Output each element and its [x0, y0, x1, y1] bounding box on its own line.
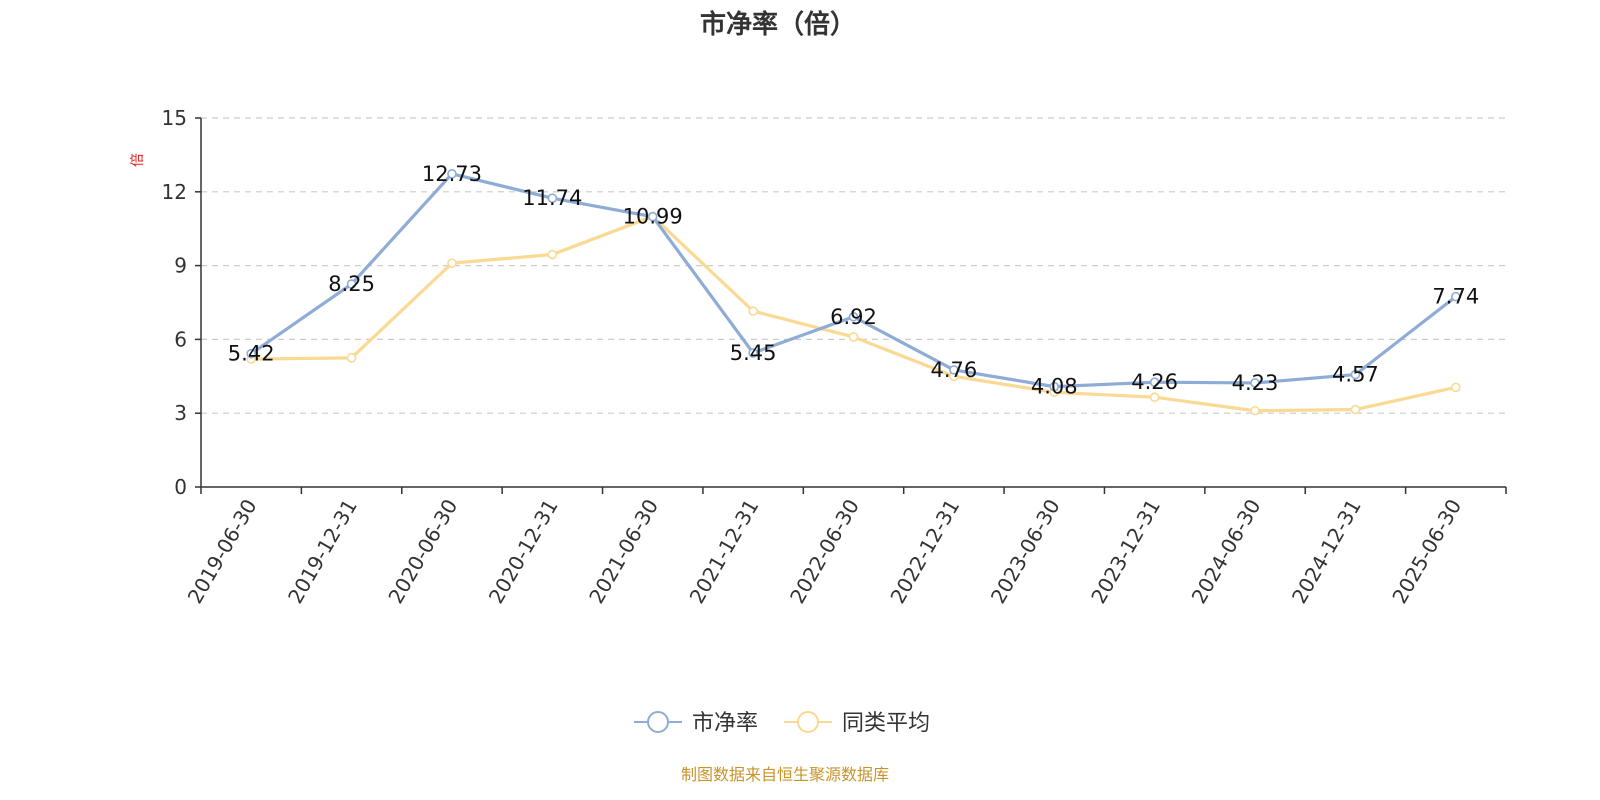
data-point: [447, 258, 457, 268]
chart-title: 市净率（倍）: [700, 9, 856, 40]
data-point: [1049, 381, 1060, 392]
data-label: 8.25: [328, 272, 375, 296]
data-point: [1149, 392, 1160, 403]
x-tick-label: 2021-06-30: [584, 495, 663, 608]
data-label: 4.76: [931, 358, 978, 382]
data-point: [1350, 404, 1361, 415]
data-point: [547, 249, 558, 260]
axes: 0 3 6 9 12 15 2019-06-30 2019-12-31 2020-06-30 20…: [162, 106, 1507, 608]
x-tick-label: 2020-12-31: [484, 495, 563, 608]
x-tick-label: 2020-06-30: [383, 495, 462, 608]
y-tick-label: 15: [162, 106, 187, 130]
x-tick-label: 2022-12-31: [885, 495, 964, 608]
data-label: 7.74: [1432, 285, 1479, 309]
legend-item-1[interactable]: 同类平均: [784, 711, 930, 736]
y-tick-label: 6: [174, 327, 187, 351]
data-point: [949, 365, 959, 375]
data-label: 4.23: [1232, 371, 1279, 395]
data-label: 11.74: [522, 186, 582, 210]
x-tick-label: 2019-06-30: [183, 495, 262, 608]
data-label: 4.57: [1332, 363, 1379, 387]
legend[interactable]: 市净率 同类平均: [634, 711, 930, 736]
y-tick-label: 3: [174, 401, 187, 425]
data-point: [748, 348, 758, 358]
data-label: 6.92: [830, 305, 877, 329]
series-lines: [246, 169, 1461, 416]
data-point: [748, 306, 758, 316]
data-label: 10.99: [623, 205, 683, 229]
x-tick-label: 2025-06-30: [1387, 495, 1466, 608]
data-source-note: 制图数据来自恒生聚源数据库: [681, 765, 889, 784]
data-point: [848, 311, 859, 322]
legend-marker-icon: [797, 711, 819, 733]
legend-item-0[interactable]: 市净率: [634, 711, 758, 736]
x-tick-label: 2024-12-31: [1287, 495, 1366, 608]
data-point: [1149, 377, 1160, 388]
y-tick-label: 0: [174, 475, 187, 499]
data-label: 5.45: [730, 341, 777, 365]
x-tick-label: 2022-06-30: [785, 495, 864, 608]
data-point: [647, 211, 658, 222]
x-tick-label: 2021-12-31: [685, 495, 764, 608]
data-point: [447, 169, 457, 179]
legend-label: 市净率: [692, 711, 758, 736]
data-label: 4.08: [1031, 375, 1078, 399]
x-tick-label: 2019-12-31: [283, 495, 362, 608]
x-tick-label: 2023-06-30: [986, 495, 1065, 608]
data-point: [547, 193, 558, 203]
data-labels: 5.42 8.25 12.73 11.74 10.99 5.45 6.92 4.76 4.08 4…: [228, 162, 1479, 399]
y-tick-label: 9: [174, 254, 187, 278]
data-label: 5.42: [228, 342, 275, 366]
x-tick-label: 2024-06-30: [1187, 495, 1266, 608]
data-point: [1451, 382, 1461, 393]
data-point: [346, 353, 357, 363]
data-point: [1451, 291, 1461, 302]
data-point: [1250, 378, 1260, 388]
legend-label: 同类平均: [842, 711, 930, 736]
y-axis-label: 倍: [130, 153, 146, 167]
data-point: [1250, 405, 1260, 416]
data-point: [246, 348, 256, 359]
data-point: [1350, 369, 1361, 380]
data-label: 12.73: [422, 162, 482, 186]
data-point: [346, 279, 357, 289]
y-tick-label: 12: [162, 180, 187, 204]
data-point: [848, 332, 859, 342]
grid-lines: [201, 117, 1506, 414]
legend-marker-icon: [647, 711, 669, 733]
data-label: 4.26: [1131, 370, 1178, 394]
x-tick-label: 2023-12-31: [1086, 495, 1165, 608]
